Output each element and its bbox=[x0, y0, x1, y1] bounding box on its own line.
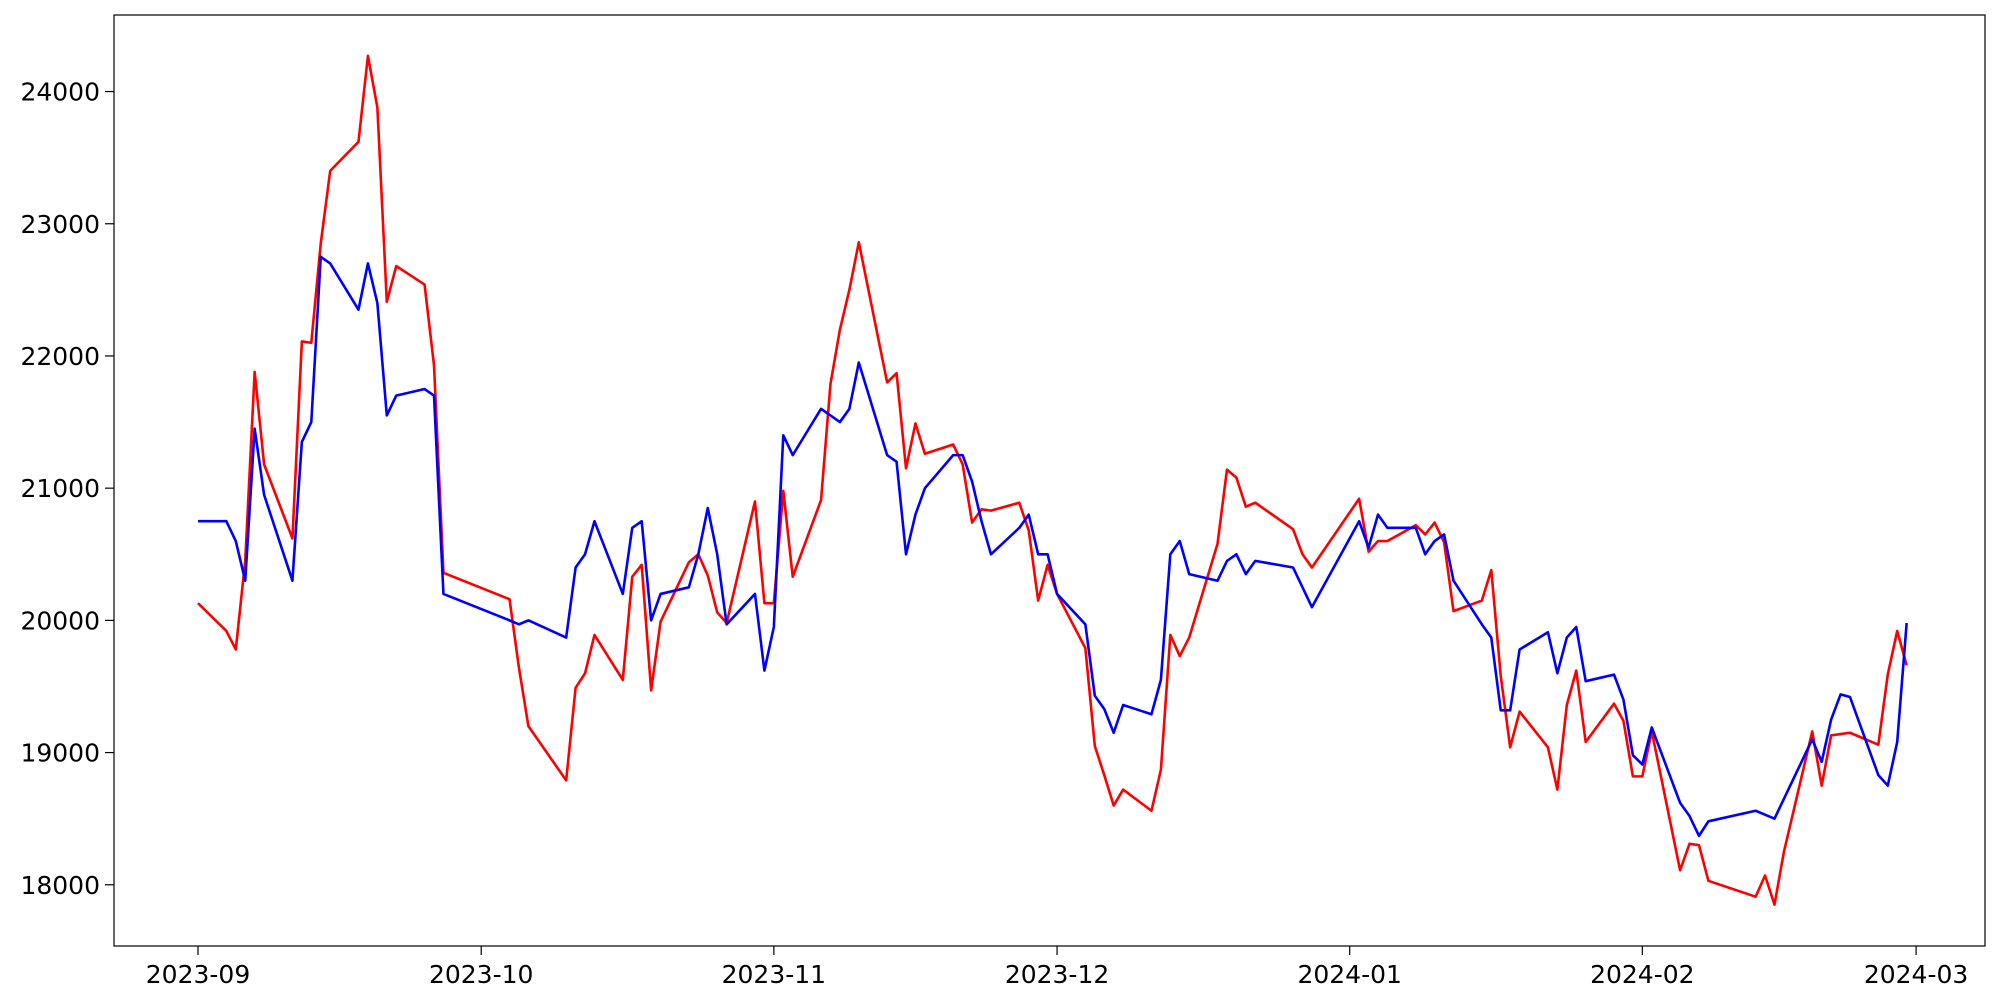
x-tick-label: 2023-10 bbox=[429, 960, 533, 989]
y-tick-label: 19000 bbox=[20, 739, 100, 768]
x-tick-label: 2024-03 bbox=[1864, 960, 1968, 989]
y-tick-label: 20000 bbox=[20, 606, 100, 635]
x-tick-label: 2024-02 bbox=[1590, 960, 1694, 989]
x-tick-label: 2023-09 bbox=[146, 960, 250, 989]
y-tick-label: 21000 bbox=[20, 474, 100, 503]
x-tick-label: 2023-11 bbox=[722, 960, 826, 989]
plot-frame bbox=[113, 14, 1986, 947]
y-tick-label: 24000 bbox=[20, 78, 100, 107]
y-tick-label: 23000 bbox=[20, 210, 100, 239]
y-tick-label: 18000 bbox=[20, 871, 100, 900]
series-line bbox=[198, 255, 1908, 838]
series-line bbox=[197, 54, 1908, 906]
x-tick-label: 2023-12 bbox=[1005, 960, 1109, 989]
y-tick-label: 22000 bbox=[20, 342, 100, 371]
x-tick-label: 2024-01 bbox=[1297, 960, 1401, 989]
